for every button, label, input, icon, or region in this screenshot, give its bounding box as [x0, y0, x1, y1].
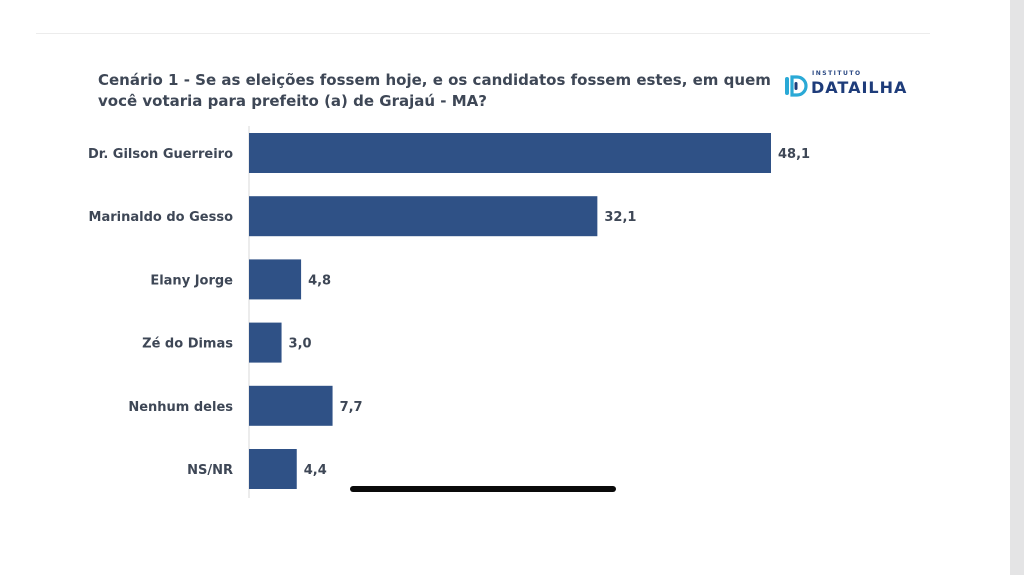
bar-1 — [249, 196, 598, 237]
bar-0 — [249, 133, 771, 173]
category-label-3: Zé do Dimas — [142, 337, 233, 352]
bar-4 — [249, 385, 333, 426]
value-label-5: 4,4 — [304, 463, 327, 478]
bar-3 — [249, 322, 282, 363]
category-label-4: Nenhum deles — [128, 400, 233, 415]
category-label-1: Marinaldo do Gesso — [89, 210, 234, 225]
category-label-0: Dr. Gilson Guerreiro — [88, 147, 233, 162]
bar-2 — [249, 259, 302, 300]
value-label-0: 48,1 — [778, 147, 810, 162]
logo-brand-text: DATAILHA — [811, 78, 908, 97]
category-label-2: Elany Jorge — [150, 273, 233, 288]
horizontal-scrollbar[interactable] — [350, 486, 616, 492]
value-label-4: 7,7 — [340, 400, 363, 415]
dataih-logo-icon — [785, 75, 808, 97]
value-label-1: 32,1 — [604, 210, 636, 225]
chart-title: Cenário 1 - Se as eleições fossem hoje, … — [98, 71, 771, 110]
value-label-3: 3,0 — [289, 337, 312, 352]
page-edge — [1010, 0, 1024, 575]
institute-logo: INSTITUTO DATAILHA — [784, 68, 919, 108]
bar-5 — [249, 449, 297, 489]
divider — [36, 33, 930, 34]
logo-small-text: INSTITUTO — [812, 70, 862, 77]
value-label-2: 4,8 — [308, 273, 331, 288]
category-label-5: NS/NR — [187, 463, 233, 478]
